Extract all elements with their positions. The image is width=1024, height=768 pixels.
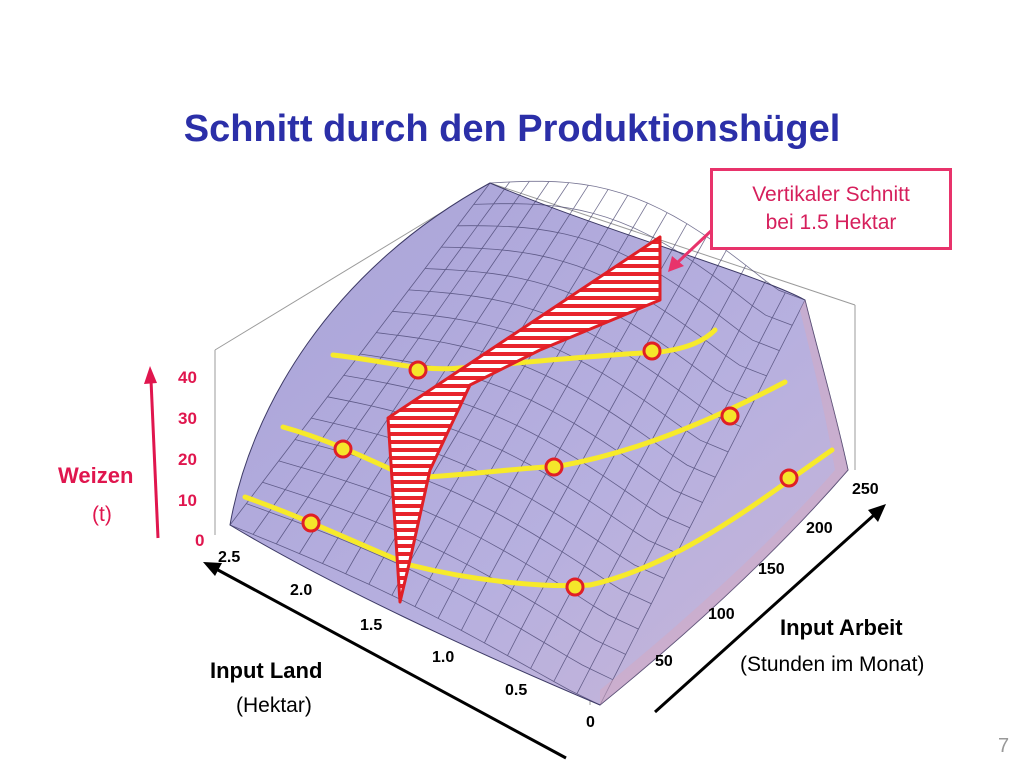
- mesh-line-v: [327, 396, 678, 554]
- arbeit-axis-ticks: 0 50 100 150 200 250: [586, 481, 879, 731]
- z-tick-30: 30: [178, 409, 197, 428]
- point-low-1: [301, 513, 321, 533]
- mesh-line-v: [278, 460, 639, 630]
- arbeit-label: Input Arbeit: [780, 615, 903, 640]
- combination-points: [301, 341, 799, 597]
- arbeit-tick-50: 50: [655, 653, 673, 670]
- page-number: 7: [998, 735, 1009, 757]
- arbeit-tick-150: 150: [758, 561, 785, 578]
- z-tick-0: 0: [195, 531, 204, 550]
- arbeit-tick-250: 250: [852, 481, 879, 498]
- mesh-line-v: [457, 225, 780, 351]
- vertical-section: [386, 235, 662, 604]
- mesh-line-v: [392, 310, 729, 453]
- arbeit-tick-100: 100: [708, 606, 735, 623]
- z-tick-20: 20: [178, 450, 197, 469]
- point-mid-3: [720, 406, 740, 426]
- isoquant-high: [330, 327, 718, 372]
- land-tick-2-5: 2.5: [218, 549, 240, 566]
- arbeit-axis-arrow: [653, 504, 886, 714]
- mesh-line-v: [343, 375, 690, 529]
- weizen-axis-arrow: [144, 366, 160, 539]
- point-low-3: [779, 468, 799, 488]
- land-unit: (Hektar): [236, 694, 312, 717]
- mesh-line-v: [262, 481, 626, 655]
- callout-line-1: Vertikaler Schnitt: [752, 183, 910, 206]
- weizen-unit: (t): [92, 503, 112, 526]
- slide-title: Schnitt durch den Produktionshügel: [183, 108, 841, 150]
- land-tick-0-5: 0.5: [505, 682, 527, 699]
- land-tick-2-0: 2.0: [290, 582, 312, 599]
- point-high-2: [642, 341, 662, 361]
- mesh-line-v: [311, 417, 665, 579]
- land-tick-1-0: 1.0: [432, 649, 454, 666]
- weizen-label: Weizen: [58, 463, 133, 488]
- land-tick-1-5: 1.5: [360, 617, 382, 634]
- land-axis-ticks: 2.5 2.0 1.5 1.0 0.5: [218, 549, 527, 699]
- z-tick-10: 10: [178, 491, 197, 510]
- arbeit-tick-200: 200: [806, 520, 833, 537]
- isoquant-low: [242, 447, 835, 589]
- mesh-line-v: [473, 203, 793, 326]
- z-tick-40: 40: [178, 368, 197, 387]
- point-mid-2: [544, 457, 564, 477]
- mesh-line-v: [376, 332, 716, 478]
- mesh-line-v: [489, 180, 806, 301]
- point-low-2: [565, 577, 585, 597]
- mesh-line-v: [229, 524, 601, 706]
- section-callout: Vertikaler Schnitt bei 1.5 Hektar: [710, 168, 952, 250]
- point-high-1: [408, 360, 428, 380]
- callout-arrow: [668, 228, 714, 272]
- z-axis-ticks: 40 30 20 10 0: [178, 368, 204, 550]
- isoquant-mid: [280, 379, 788, 481]
- point-mid-1: [333, 439, 353, 459]
- arbeit-tick-0: 0: [586, 714, 595, 731]
- callout-line-2: bei 1.5 Hektar: [765, 211, 897, 234]
- arbeit-unit: (Stunden im Monat): [740, 653, 924, 676]
- land-axis-arrow: [203, 562, 567, 760]
- isoquant-lines: [242, 327, 835, 589]
- land-label: Input Land: [210, 658, 322, 683]
